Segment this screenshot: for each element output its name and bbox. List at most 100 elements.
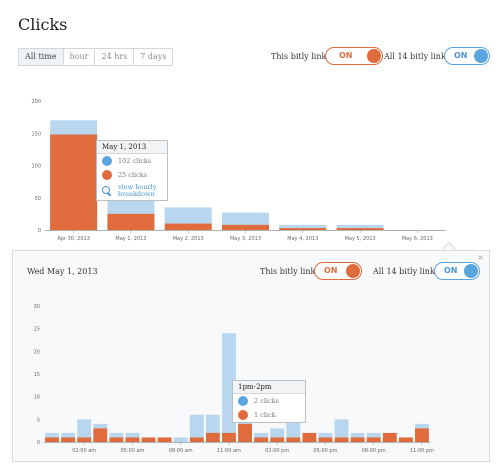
- panel-all-links-toggle-label: All 14 bitly links: [373, 267, 439, 276]
- bar-all-links[interactable]: [279, 224, 327, 230]
- globe-icon: [238, 396, 248, 406]
- x-tick-label: 05:00 pm: [313, 448, 337, 454]
- daily-tooltip: May 1, 2013 102 clicks 25 clicks view ho…: [96, 140, 168, 201]
- bar-this-link[interactable]: [350, 437, 365, 442]
- bar-this-link[interactable]: [61, 437, 76, 442]
- panel-this-link-toggle[interactable]: ON: [314, 262, 362, 280]
- tab-7-days[interactable]: 7 days: [133, 49, 172, 65]
- bar-all-links[interactable]: [336, 224, 384, 230]
- user-icon: [238, 410, 248, 420]
- bar-this-link[interactable]: [254, 437, 269, 442]
- bar-this-link[interactable]: [50, 134, 98, 230]
- user-icon: [102, 170, 112, 180]
- all-links-toggle-state: ON: [454, 51, 468, 60]
- daily-tooltip-link-clicks: 25 clicks: [118, 171, 148, 179]
- x-tick-label: May 1, 2013: [115, 236, 146, 242]
- page-title: Clicks: [18, 15, 68, 34]
- tab-24-hrs[interactable]: 24 hrs: [94, 49, 133, 65]
- hourly-tooltip: 1pm-2pm 2 clicks 1 click: [232, 380, 306, 423]
- bar-this-link[interactable]: [415, 428, 429, 442]
- bar-this-link[interactable]: [205, 432, 220, 442]
- hourly-clicks-chart: 0 5 10 15 20 25 30 02:00 am 05:00 am 08:00 am 11:0…: [34, 304, 434, 454]
- y-tick-label: 0: [37, 440, 40, 446]
- bar-this-link[interactable]: [286, 437, 301, 442]
- this-link-toggle-label: This bitly link: [271, 52, 327, 61]
- bar-this-link[interactable]: [109, 437, 124, 442]
- x-tick-label: Apr 30, 2013: [57, 236, 90, 242]
- x-tick-label: 08:00 am: [169, 448, 193, 454]
- daily-clicks-chart: 0 50 100 150 200 Apr 30, 2013 May 1, 2013 May 2…: [31, 99, 446, 242]
- bar-this-link[interactable]: [238, 423, 252, 442]
- x-tick-label: May 4, 2013: [287, 236, 318, 242]
- bar-this-link[interactable]: [366, 437, 381, 442]
- bar-this-link[interactable]: [189, 437, 204, 442]
- bar-this-link[interactable]: [382, 432, 397, 442]
- globe-icon: [102, 156, 112, 166]
- bar-this-link[interactable]: [318, 437, 333, 442]
- this-link-toggle-state: ON: [339, 51, 353, 60]
- x-tick-label: 11:00 pm: [410, 448, 434, 454]
- bar-this-link[interactable]: [398, 437, 413, 442]
- panel-this-link-toggle-state: ON: [324, 266, 338, 275]
- all-links-toggle[interactable]: ON: [444, 47, 490, 65]
- bar-this-link[interactable]: [279, 228, 327, 230]
- bar-this-link[interactable]: [107, 213, 155, 230]
- bar-this-link[interactable]: [222, 224, 269, 230]
- y-tick-label: 25: [34, 327, 40, 333]
- bar-this-link[interactable]: [125, 437, 140, 442]
- y-tick-label: 20: [34, 349, 40, 355]
- user-icon: [367, 49, 381, 63]
- bar-this-link[interactable]: [270, 437, 285, 442]
- bar-this-link[interactable]: [336, 228, 384, 230]
- tab-all-time[interactable]: All time: [19, 49, 63, 65]
- daily-tooltip-title: May 1, 2013: [97, 141, 167, 154]
- this-link-toggle[interactable]: ON: [325, 47, 383, 65]
- x-tick-label: May 2, 2013: [173, 236, 204, 242]
- panel-all-links-toggle[interactable]: ON: [434, 262, 480, 280]
- y-tick-label: 200: [31, 99, 41, 105]
- bar-all-links[interactable]: [189, 414, 204, 442]
- bar-this-link[interactable]: [77, 437, 92, 442]
- view-hourly-breakdown-link[interactable]: view hourly breakdown: [118, 183, 157, 198]
- y-tick-label: 0: [38, 228, 41, 234]
- user-icon: [346, 264, 360, 278]
- globe-icon: [474, 49, 488, 63]
- bar-this-link[interactable]: [164, 223, 212, 230]
- panel-this-link-toggle-label: This bitly link: [260, 267, 316, 276]
- x-tick-label: 08:00 pm: [362, 448, 386, 454]
- hourly-tooltip-title: 1pm-2pm: [233, 381, 305, 394]
- x-tick-label: May 3, 2013: [230, 236, 261, 242]
- hourly-tooltip-all-clicks: 2 clicks: [254, 397, 279, 405]
- bar-this-link[interactable]: [334, 437, 349, 442]
- close-icon[interactable]: ×: [477, 253, 484, 262]
- y-tick-label: 10: [34, 395, 40, 401]
- bar-this-link[interactable]: [93, 428, 108, 442]
- bar-all-links[interactable]: [77, 419, 92, 442]
- x-tick-label: 11:00 am: [217, 448, 241, 454]
- tab-hour[interactable]: hour: [62, 49, 95, 65]
- bar-this-link[interactable]: [302, 432, 317, 442]
- all-links-toggle-label: All 14 bitly links: [384, 52, 450, 61]
- bar-all-links[interactable]: [334, 419, 349, 442]
- x-tick-label: May 6, 2013: [402, 236, 433, 242]
- y-tick-label: 150: [31, 131, 41, 137]
- panel-title: Wed May 1, 2013: [27, 267, 98, 276]
- bar-this-link[interactable]: [45, 437, 59, 442]
- globe-icon: [464, 264, 478, 278]
- bar-all-links[interactable]: [173, 437, 188, 442]
- bar-this-link[interactable]: [141, 437, 156, 442]
- hourly-tooltip-link-clicks: 1 click: [254, 411, 276, 419]
- y-tick-label: 30: [34, 304, 40, 310]
- y-tick-label: 15: [34, 372, 40, 378]
- y-tick-label: 50: [35, 196, 41, 202]
- daily-tooltip-all-clicks: 102 clicks: [118, 157, 152, 165]
- magnify-icon: [102, 186, 112, 196]
- time-range-selector: All time hour 24 hrs 7 days: [18, 48, 174, 66]
- panel-all-links-toggle-state: ON: [444, 266, 458, 275]
- bar-this-link[interactable]: [157, 437, 172, 442]
- bar-all-links[interactable]: [286, 419, 301, 442]
- x-tick-label: 02:00 am: [72, 448, 96, 454]
- bar-this-link[interactable]: [222, 432, 236, 442]
- y-tick-label: 5: [37, 417, 40, 423]
- x-tick-label: 05:00 am: [120, 448, 144, 454]
